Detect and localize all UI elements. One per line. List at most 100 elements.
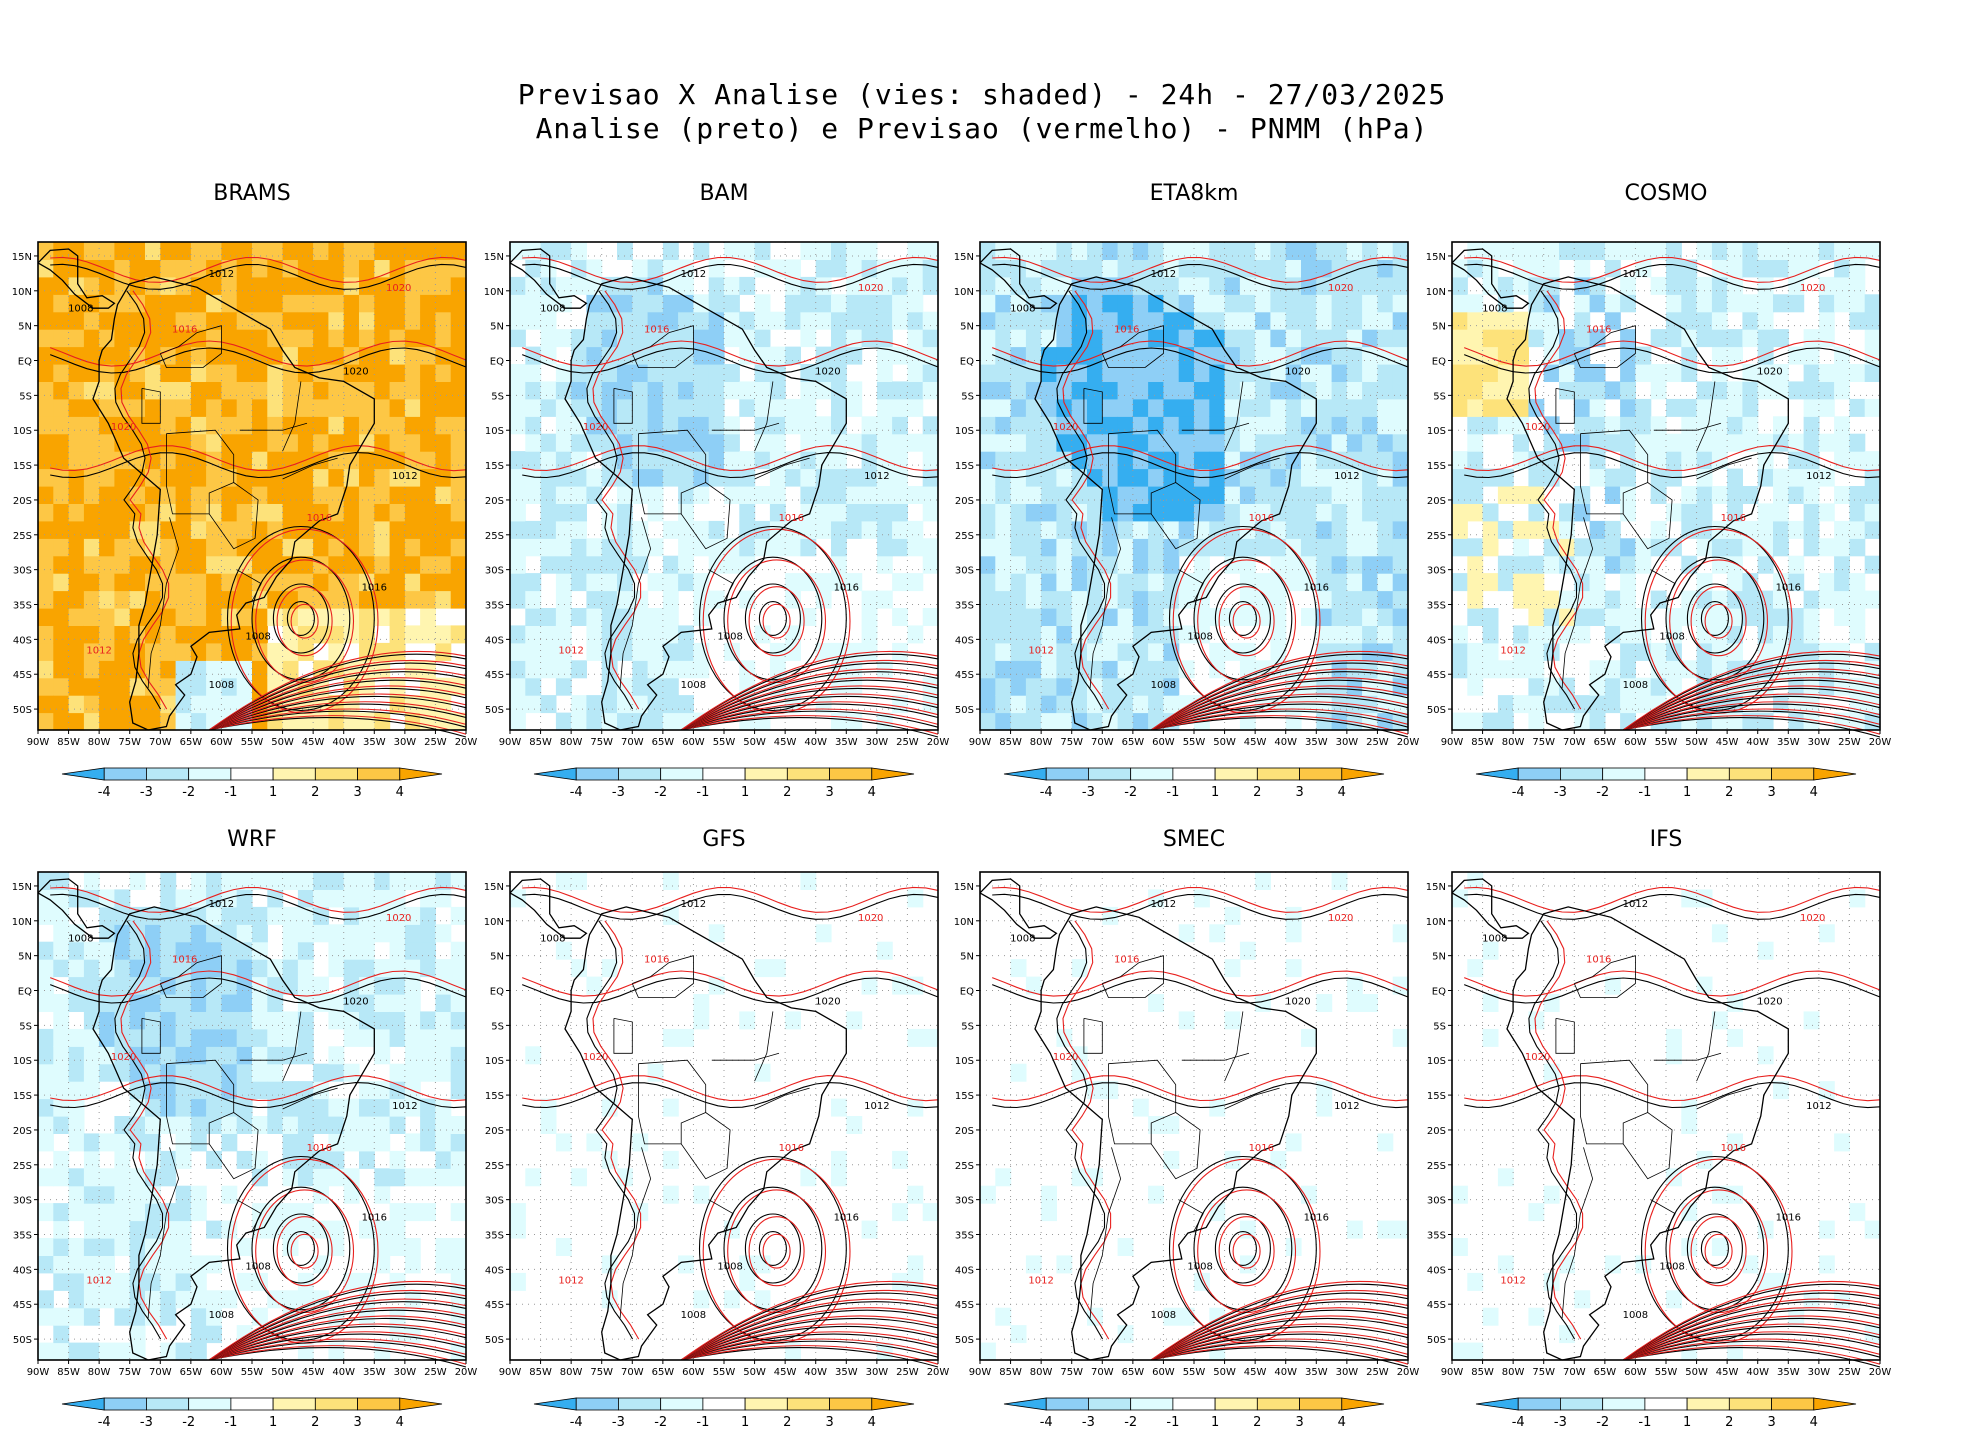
bias-cell — [693, 398, 710, 417]
bias-cell — [995, 468, 1012, 487]
bias-cell — [1482, 1307, 1499, 1326]
bias-cell — [1467, 503, 1484, 522]
bias-cell — [175, 941, 192, 960]
y-tick-label: 5S — [1433, 1021, 1446, 1032]
y-tick-label: 25S — [1427, 531, 1446, 542]
bias-cell — [160, 1238, 177, 1256]
bias-cell — [1087, 468, 1103, 487]
bias-cell — [145, 346, 161, 365]
x-tick-label: 50W — [1685, 737, 1708, 748]
forecast-contour — [1622, 685, 1881, 731]
bias-cell — [145, 994, 161, 1012]
analysis-contour — [1464, 263, 1881, 290]
bias-cell — [114, 468, 131, 487]
bias-cell — [662, 1185, 679, 1204]
bias-cell — [435, 1255, 452, 1274]
bias-cell — [1071, 573, 1088, 592]
bias-cell — [1316, 294, 1333, 313]
bias-cell — [555, 503, 572, 522]
bias-cell — [1117, 573, 1134, 592]
bias-cell — [1604, 381, 1621, 400]
bias-cell — [1392, 976, 1409, 995]
bias-cell — [99, 1028, 115, 1047]
bias-cell — [1239, 416, 1256, 435]
bias-cell — [267, 381, 284, 400]
bias-cell — [1727, 486, 1743, 504]
bias-cell — [1727, 1133, 1743, 1152]
bias-cell — [38, 242, 54, 260]
bias-cell — [450, 242, 467, 260]
coastline — [1506, 906, 1789, 1361]
bias-cell — [1132, 642, 1149, 661]
bias-cell — [343, 346, 360, 365]
bias-cell — [1148, 555, 1164, 574]
bias-cell — [1132, 398, 1149, 417]
bias-cell — [328, 538, 345, 557]
coastline — [1034, 906, 1317, 1361]
bias-cell — [297, 329, 314, 348]
analysis-contour — [226, 1155, 375, 1342]
bias-cell — [1301, 364, 1317, 382]
bias-cell — [1788, 381, 1805, 400]
forecast-contour — [681, 1345, 939, 1365]
country-border — [638, 429, 731, 550]
contour-label: 1016 — [1721, 1143, 1746, 1154]
bias-cell — [435, 924, 452, 943]
bias-cell — [769, 486, 786, 504]
analysis-contour — [1151, 1347, 1409, 1368]
bias-cell — [907, 433, 924, 452]
bias-cell — [1331, 451, 1348, 470]
y-tick-label: 30S — [1427, 566, 1446, 577]
bias-cell — [389, 538, 406, 557]
bias-cell — [282, 294, 299, 313]
x-tick-label: 65W — [1122, 737, 1145, 748]
bias-cell — [662, 520, 679, 539]
contour-label: 1008 — [1623, 680, 1648, 691]
bias-cell — [1010, 538, 1027, 557]
bias-cell — [1620, 242, 1636, 260]
bias-cell — [99, 625, 115, 644]
bias-cell — [1650, 677, 1667, 696]
bias-cell — [328, 294, 345, 313]
bias-cell — [145, 538, 161, 557]
bias-cell — [1239, 642, 1256, 661]
bias-cell — [1711, 311, 1728, 330]
bias-cell — [129, 573, 146, 592]
bias-cell — [404, 398, 421, 417]
bias-cell — [1362, 677, 1378, 696]
bias-cell — [236, 1011, 253, 1030]
bias-cell — [435, 329, 452, 348]
bias-cell — [129, 538, 146, 557]
contour-label: 1012 — [392, 471, 417, 482]
bias-cell — [160, 1307, 177, 1326]
y-tick-label: 25S — [13, 1161, 32, 1172]
bias-cell — [1239, 573, 1256, 592]
bias-cell — [1497, 712, 1514, 731]
country-border — [1150, 1112, 1176, 1144]
bias-cell — [907, 1255, 924, 1274]
bias-cell — [420, 573, 436, 592]
bias-cell — [1025, 608, 1042, 626]
bias-cell — [1834, 608, 1850, 626]
bias-cell — [1331, 294, 1348, 313]
bias-cell — [1194, 276, 1210, 295]
bias-cell — [1788, 1307, 1805, 1326]
bias-cell — [1362, 416, 1378, 435]
forecast-contour — [1464, 445, 1881, 472]
bias-cell — [53, 1011, 70, 1030]
bias-cell — [922, 242, 939, 260]
bias-cell — [160, 329, 177, 348]
isobar-contours — [522, 256, 939, 738]
bias-cell — [601, 712, 618, 731]
x-tick-label: 75W — [1532, 1367, 1555, 1378]
bias-cell — [374, 294, 391, 313]
bias-cell — [236, 994, 253, 1012]
bias-cell — [404, 433, 421, 452]
bias-cell — [99, 712, 115, 731]
bias-cell — [1041, 398, 1057, 417]
bias-cell — [1010, 642, 1027, 661]
bias-cell — [1255, 503, 1271, 522]
bias-cell — [328, 1063, 345, 1082]
bias-cell — [1362, 994, 1378, 1012]
bias-cell — [53, 1063, 70, 1082]
